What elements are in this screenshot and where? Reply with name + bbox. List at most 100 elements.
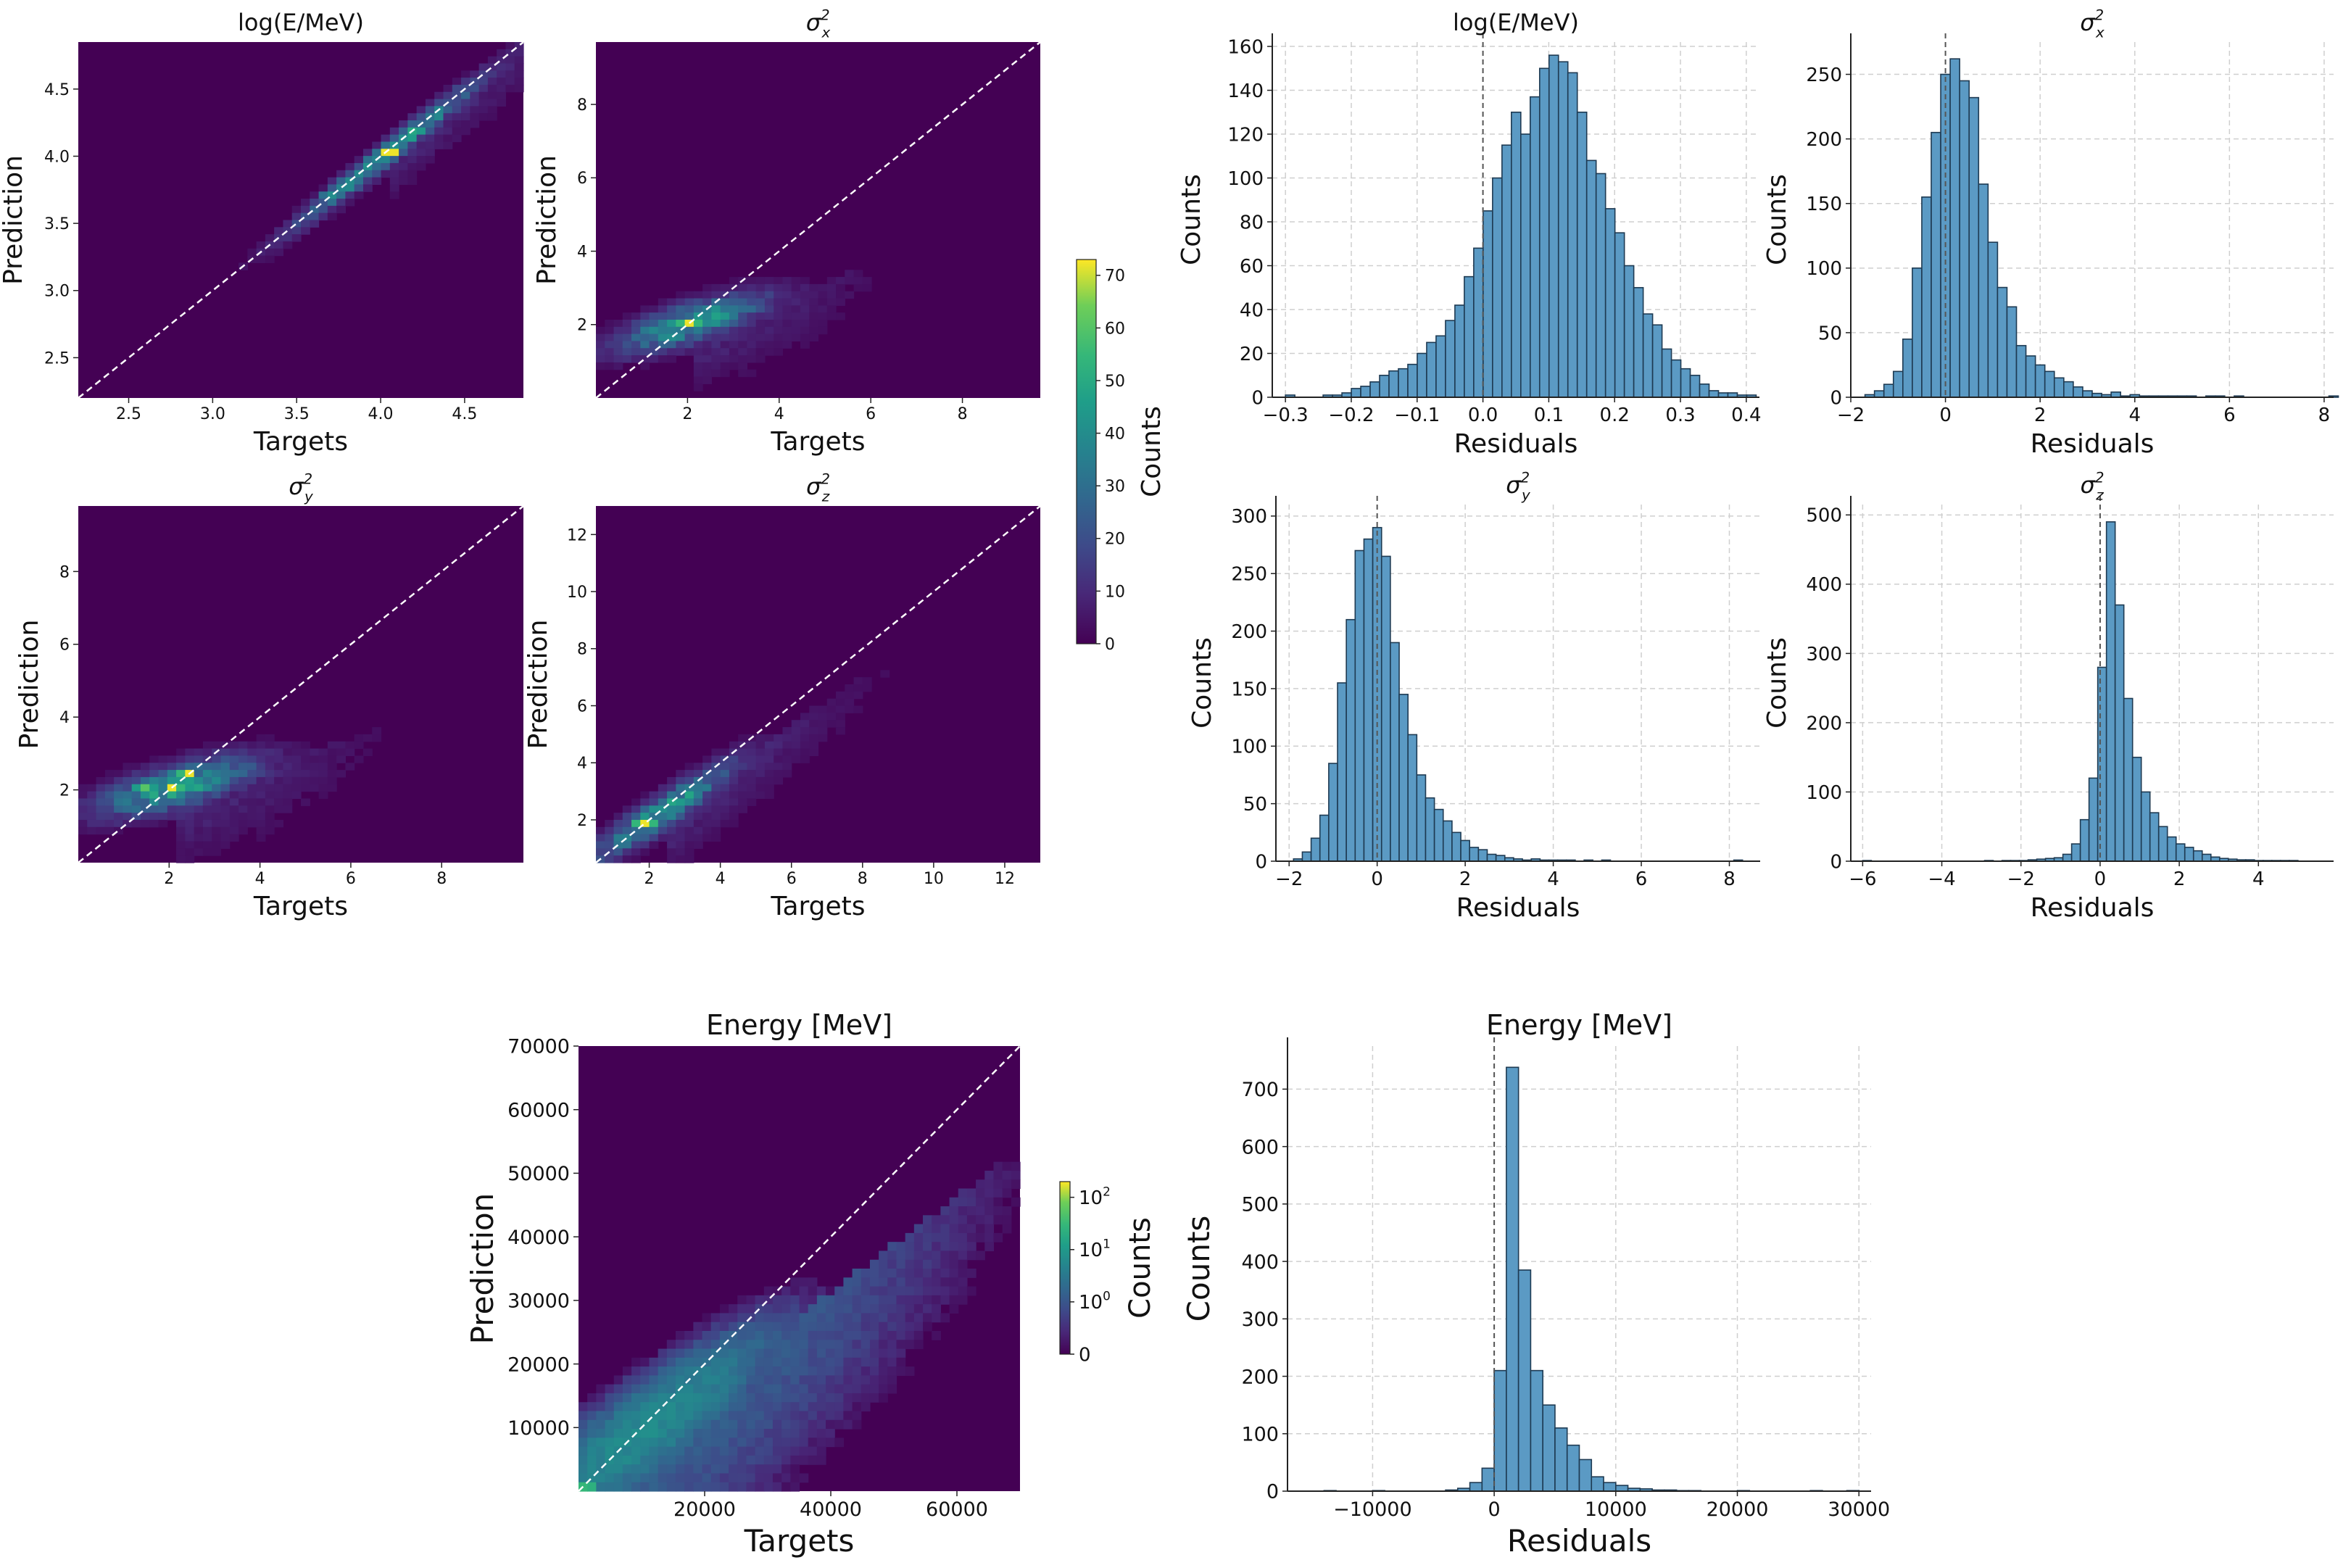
heatmap-cell: [596, 1473, 606, 1483]
heatmap-cell: [336, 170, 346, 178]
heatmap-cell: [291, 220, 302, 228]
heatmap-cell: [791, 734, 801, 742]
heatmap-cell: [737, 1313, 747, 1323]
heatmap-cell: [658, 1384, 668, 1394]
heatmap-cell: [676, 791, 686, 800]
heatmap-cell: [676, 805, 686, 813]
heatmap-cell: [666, 1419, 676, 1430]
heatmap-cell: [256, 255, 266, 264]
heatmap-cell: [675, 1446, 685, 1456]
heatmap-cell: [853, 684, 863, 692]
heatmap-cell: [913, 1313, 924, 1323]
heatmap-cell: [676, 776, 686, 785]
heatmap-cell: [239, 826, 248, 835]
heatmap-cell: [256, 741, 266, 750]
heatmap-cell: [861, 1322, 871, 1332]
heatmap-cell: [711, 341, 721, 349]
heatmap-cell: [861, 1393, 871, 1403]
heatmap-cell: [274, 776, 284, 785]
x-axis-label: Targets: [770, 427, 865, 457]
heatmap-cell: [622, 834, 632, 842]
histogram-bar: [1633, 286, 1644, 398]
heatmap-cell: [826, 1402, 835, 1412]
heatmap-cell: [763, 1330, 774, 1340]
heatmap-cell: [826, 698, 837, 707]
histogram-bar: [1603, 1482, 1617, 1492]
heatmap-cell: [640, 326, 650, 335]
heatmap-cell: [336, 191, 346, 199]
heatmap-cell: [658, 333, 668, 342]
heatmap-cell: [167, 805, 177, 813]
heatmap-cell: [755, 1384, 765, 1394]
x-axis-label: Residuals: [2031, 893, 2155, 923]
heatmap-cell: [265, 813, 275, 821]
heatmap-cell: [729, 1340, 738, 1350]
heatmap-cell: [781, 1402, 791, 1412]
heatmap-cell: [781, 1446, 791, 1456]
heatmap-cell: [772, 1402, 782, 1412]
heatmap-cell: [176, 834, 186, 842]
heatmap-cell: [729, 755, 739, 763]
heatmap-cell: [966, 1224, 977, 1234]
heatmap-cell: [799, 1446, 809, 1456]
heatmap-cell: [149, 755, 159, 763]
heatmap-cell: [702, 791, 712, 800]
heatmap-cell: [649, 798, 659, 806]
heatmap-cell: [265, 248, 275, 257]
heatmap-cell: [256, 791, 266, 800]
heatmap-cell: [861, 1313, 871, 1323]
title-superscript: 2: [2095, 470, 2105, 486]
heatmap-cell: [799, 1375, 809, 1385]
heatmap-cell: [879, 1330, 888, 1340]
heatmap-cell: [291, 212, 302, 221]
histogram-bar: [1978, 183, 1989, 398]
heatmap-cell: [434, 91, 444, 100]
histogram-bar: [1442, 820, 1453, 862]
heatmap-cell: [389, 177, 399, 185]
histogram-bar: [2140, 791, 2151, 862]
heatmap-cell: [613, 341, 623, 349]
heatmap-cell: [781, 1366, 791, 1376]
heatmap-cell: [649, 834, 659, 842]
heatmap-cell: [631, 348, 641, 356]
heatmap-cells: [239, 42, 524, 270]
heatmap-cell: [808, 1438, 818, 1448]
heatmap-cell: [720, 298, 730, 306]
heatmap-cell: [693, 333, 703, 342]
heatmap-cell: [790, 1455, 800, 1465]
heatmap-cell: [676, 312, 686, 320]
heatmap-cell: [808, 1446, 818, 1456]
heatmap-cell: [887, 1322, 897, 1332]
y-tick-label: 160: [1227, 36, 1264, 58]
heatmap-cell: [104, 798, 115, 806]
heatmap-cell: [487, 99, 497, 107]
heatmap-cell: [782, 763, 792, 771]
heatmap-cell: [862, 677, 872, 685]
heatmap-cell: [185, 813, 195, 821]
heatmap-cell: [176, 826, 186, 835]
heatmap-cell: [579, 1438, 588, 1448]
heatmap-cell: [354, 184, 364, 192]
x-tick-label: 0: [2094, 868, 2107, 890]
heatmap-cell: [327, 212, 337, 221]
heatmap-cell: [301, 763, 310, 771]
heatmap-cell: [372, 177, 382, 185]
heatmap-cell: [791, 305, 801, 313]
heatmap-cell: [755, 1402, 765, 1412]
heatmap-cell: [781, 1322, 791, 1332]
heatmap-cell: [702, 1348, 712, 1358]
heatmap-cell: [274, 770, 284, 778]
heatmap-cell: [808, 1304, 818, 1314]
heatmap-cell: [738, 355, 748, 363]
histogram-bar: [1501, 144, 1512, 398]
y-tick-label: 50: [1243, 794, 1267, 816]
title-symbol: σ: [2081, 471, 2097, 499]
y-tick-label: 20000: [507, 1353, 570, 1376]
heatmap-cell: [809, 705, 819, 713]
heatmap-cell: [676, 770, 686, 778]
heatmap-cell: [836, 277, 845, 285]
colorbar-tick-base: 20: [1105, 531, 1125, 549]
heatmap-cell: [256, 734, 266, 742]
heatmap-cell: [684, 798, 694, 806]
